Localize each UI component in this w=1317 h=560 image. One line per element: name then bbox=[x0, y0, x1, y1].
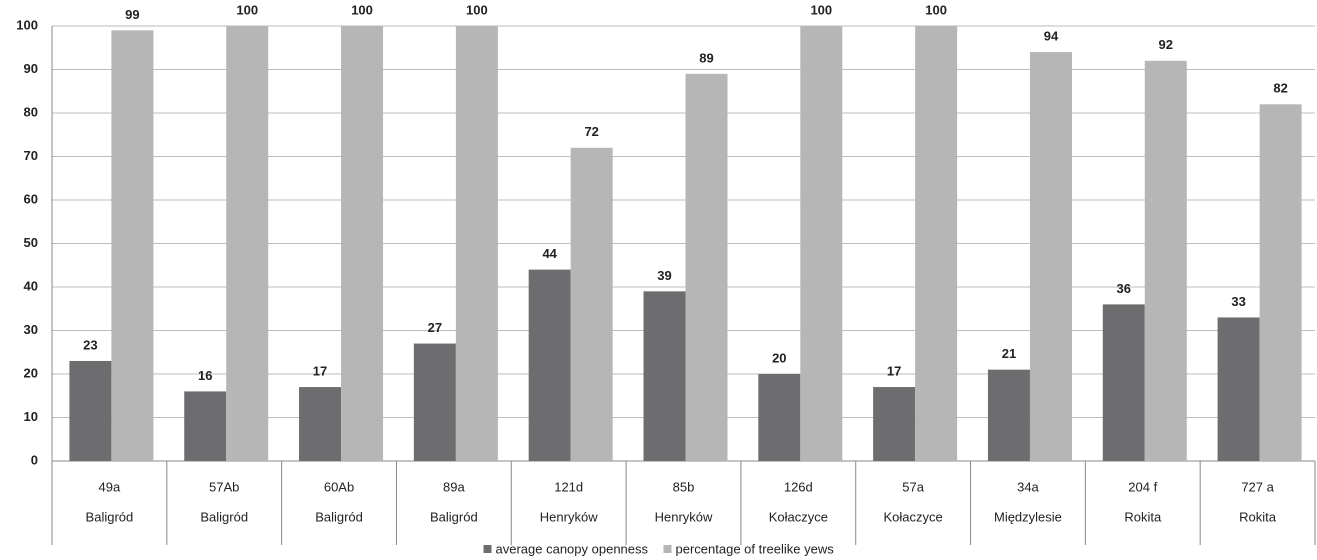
y-tick-label: 80 bbox=[24, 104, 38, 119]
data-label: 21 bbox=[1002, 346, 1016, 361]
bar bbox=[226, 26, 269, 461]
x-group-label: Kołaczyce bbox=[884, 509, 943, 524]
legend-label: percentage of treelike yews bbox=[676, 541, 835, 556]
x-group-label: Międzylesie bbox=[994, 509, 1062, 524]
bar bbox=[1144, 60, 1187, 462]
x-group-label: Henryków bbox=[540, 509, 598, 524]
x-group-label: Baligród bbox=[86, 509, 134, 524]
x-tick-label: 727 a bbox=[1241, 479, 1274, 494]
y-tick-label: 90 bbox=[24, 61, 38, 76]
bar bbox=[685, 73, 728, 461]
x-group-label: Henryków bbox=[655, 509, 713, 524]
x-tick-label: 57a bbox=[902, 479, 924, 494]
data-label: 94 bbox=[1044, 29, 1059, 44]
data-label: 33 bbox=[1231, 294, 1245, 309]
bar bbox=[455, 26, 498, 461]
x-tick-label: 60Ab bbox=[324, 479, 354, 494]
bar bbox=[184, 391, 227, 461]
bar bbox=[1029, 52, 1072, 461]
x-tick-label: 57Ab bbox=[209, 479, 239, 494]
x-tick-label: 121d bbox=[554, 479, 583, 494]
data-label: 100 bbox=[236, 2, 258, 17]
bar bbox=[528, 269, 571, 461]
y-tick-label: 40 bbox=[24, 278, 38, 293]
bar bbox=[413, 343, 456, 461]
data-label: 23 bbox=[83, 337, 97, 352]
bar bbox=[341, 26, 384, 461]
data-label: 36 bbox=[1117, 281, 1131, 296]
bar bbox=[111, 30, 154, 461]
bar bbox=[69, 360, 112, 461]
bar bbox=[873, 387, 916, 461]
y-tick-label: 30 bbox=[24, 322, 38, 337]
bar bbox=[1217, 317, 1260, 461]
legend-swatch bbox=[663, 545, 672, 553]
data-label: 17 bbox=[887, 363, 901, 378]
x-tick-label: 49a bbox=[99, 479, 121, 494]
x-tick-label: 126d bbox=[784, 479, 813, 494]
y-tick-label: 10 bbox=[24, 409, 38, 424]
bar bbox=[987, 369, 1030, 461]
x-tick-label: 204 f bbox=[1128, 479, 1157, 494]
data-label: 100 bbox=[810, 2, 832, 17]
bar bbox=[800, 26, 843, 461]
x-group-label: Rokita bbox=[1239, 509, 1277, 524]
bar bbox=[570, 147, 613, 462]
x-group-label: Baligród bbox=[315, 509, 363, 524]
legend-swatch bbox=[483, 545, 492, 553]
x-group-label: Rokita bbox=[1124, 509, 1162, 524]
x-group-label: Kołaczyce bbox=[769, 509, 828, 524]
x-tick-label: 85b bbox=[673, 479, 695, 494]
data-label: 27 bbox=[428, 320, 442, 335]
y-tick-label: 50 bbox=[24, 235, 38, 250]
data-label: 16 bbox=[198, 368, 212, 383]
y-tick-label: 100 bbox=[16, 17, 38, 32]
y-tick-label: 60 bbox=[24, 191, 38, 206]
bar bbox=[1102, 304, 1145, 461]
data-label: 99 bbox=[125, 7, 139, 22]
y-tick-label: 0 bbox=[31, 452, 38, 467]
data-label: 100 bbox=[466, 2, 488, 17]
x-group-label: Baligród bbox=[430, 509, 478, 524]
bar bbox=[758, 374, 801, 461]
data-label: 17 bbox=[313, 363, 327, 378]
bar bbox=[643, 291, 686, 461]
data-label: 92 bbox=[1159, 37, 1173, 52]
y-tick-label: 70 bbox=[24, 148, 38, 163]
data-label: 44 bbox=[542, 246, 557, 261]
data-label: 100 bbox=[351, 2, 373, 17]
data-label: 72 bbox=[584, 124, 598, 139]
data-label: 20 bbox=[772, 350, 786, 365]
bar bbox=[915, 26, 958, 461]
data-label: 39 bbox=[657, 268, 671, 283]
data-label: 100 bbox=[925, 2, 947, 17]
x-group-label: Baligród bbox=[200, 509, 248, 524]
bar bbox=[299, 387, 342, 461]
x-tick-label: 89a bbox=[443, 479, 465, 494]
data-label: 89 bbox=[699, 50, 713, 65]
data-label: 82 bbox=[1273, 81, 1287, 96]
legend-label: average canopy openness bbox=[496, 541, 649, 556]
y-tick-label: 20 bbox=[24, 365, 38, 380]
bar bbox=[1259, 104, 1302, 462]
x-tick-label: 34a bbox=[1017, 479, 1039, 494]
